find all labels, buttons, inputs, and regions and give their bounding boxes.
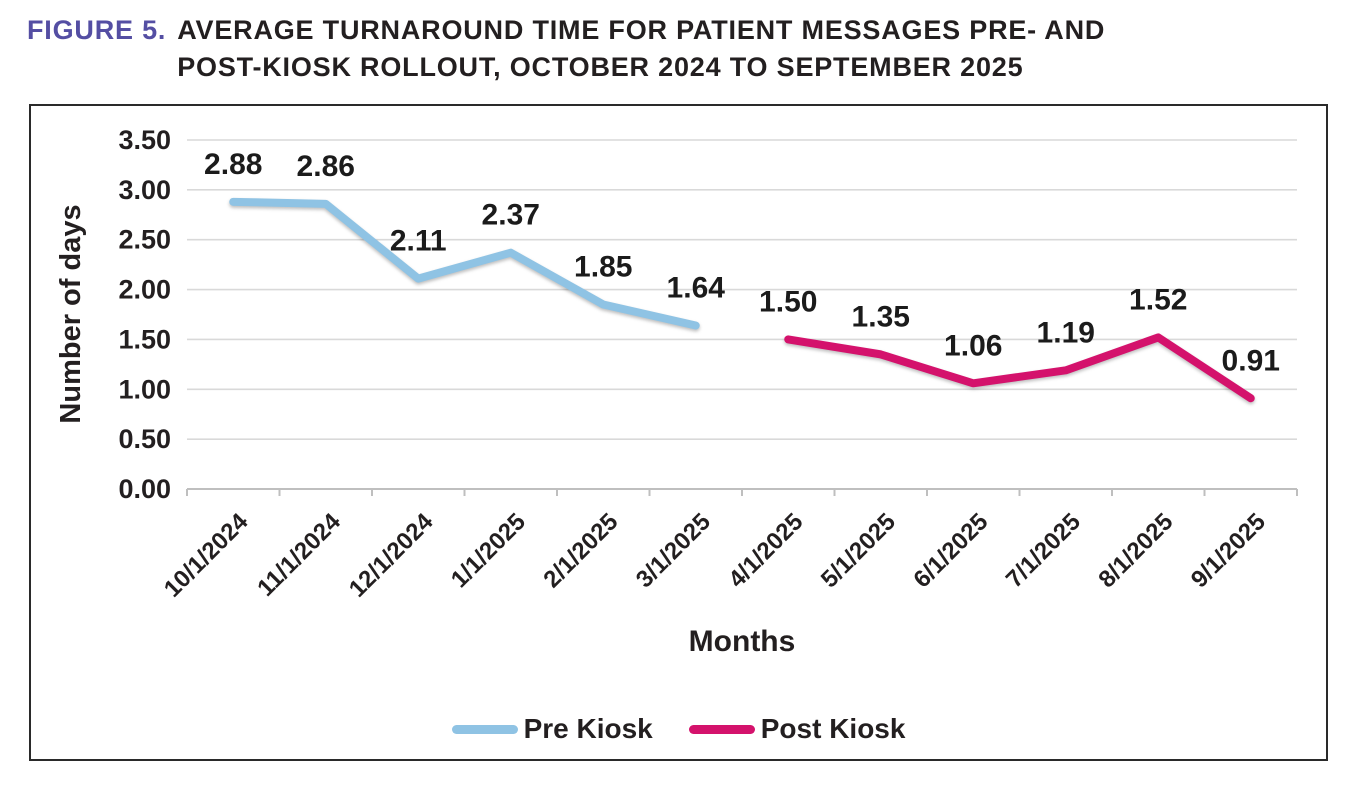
x-tick-label: 4/1/2025 bbox=[723, 508, 808, 593]
figure-title-text: AVERAGE TURNAROUND TIME FOR PATIENT MESS… bbox=[177, 12, 1105, 86]
data-label: 1.52 bbox=[1129, 283, 1187, 316]
data-label: 1.85 bbox=[574, 251, 632, 284]
legend-item-post-kiosk: Post Kiosk bbox=[688, 713, 906, 745]
post-kiosk-line-swatch bbox=[688, 724, 755, 734]
y-tick-label: 0.00 bbox=[118, 474, 171, 504]
data-label: 1.06 bbox=[944, 329, 1002, 362]
data-label: 2.11 bbox=[390, 225, 447, 258]
turnaround-time-chart: 0.00 0.50 1.00 1.50 2.00 2.50 3.00 3.50 10/1/202… bbox=[55, 125, 1298, 658]
x-axis-title: Months bbox=[689, 625, 796, 658]
data-label: 1.19 bbox=[1037, 316, 1095, 349]
y-tick-label: 0.50 bbox=[118, 424, 171, 454]
x-tick-label: 7/1/2025 bbox=[1001, 508, 1086, 593]
pre-kiosk-line-swatch bbox=[451, 724, 518, 734]
data-label: 2.86 bbox=[297, 150, 355, 183]
y-tick-label: 3.50 bbox=[118, 125, 171, 155]
x-tick-label: 2/1/2025 bbox=[538, 508, 623, 593]
data-label: 0.91 bbox=[1222, 344, 1280, 377]
y-tick-label: 2.00 bbox=[118, 275, 171, 305]
x-tick-label: 11/1/2024 bbox=[252, 508, 346, 602]
x-tick-label: 3/1/2025 bbox=[631, 508, 716, 593]
figure-title-line1: AVERAGE TURNAROUND TIME FOR PATIENT MESS… bbox=[177, 15, 1106, 45]
data-label: 1.35 bbox=[852, 300, 910, 333]
y-axis-title: Number of days bbox=[55, 204, 87, 423]
x-tick-label: 5/1/2025 bbox=[816, 508, 901, 593]
x-tick-label: 6/1/2025 bbox=[908, 508, 993, 593]
legend-label-pre-kiosk: Pre Kiosk bbox=[523, 713, 653, 744]
data-label: 1.64 bbox=[667, 271, 726, 304]
figure-number-label: FIGURE 5. bbox=[27, 15, 167, 45]
x-tick-label: 1/1/2025 bbox=[446, 508, 531, 593]
pre-kiosk-line bbox=[229, 197, 700, 330]
chart-container: 0.00 0.50 1.00 1.50 2.00 2.50 3.00 3.50 10/1/202… bbox=[29, 104, 1328, 761]
x-tick-label: 9/1/2025 bbox=[1186, 508, 1271, 593]
y-tick-label: 1.50 bbox=[118, 324, 171, 354]
figure-title-line2: POST-KIOSK ROLLOUT, OCTOBER 2024 TO SEPT… bbox=[177, 52, 1024, 82]
data-label: 1.50 bbox=[759, 285, 817, 318]
data-label: 2.37 bbox=[482, 199, 540, 232]
y-tick-label: 3.00 bbox=[118, 175, 171, 205]
x-tick-label: 8/1/2025 bbox=[1093, 508, 1178, 593]
chart-legend: Pre Kiosk Post Kiosk bbox=[31, 713, 1326, 745]
data-label: 2.88 bbox=[204, 148, 262, 181]
y-tick-label: 2.50 bbox=[118, 225, 171, 255]
legend-item-pre-kiosk: Pre Kiosk bbox=[451, 713, 653, 745]
x-tick-label: 10/1/2024 bbox=[159, 508, 254, 603]
figure-title: FIGURE 5. AVERAGE TURNAROUND TIME FOR PA… bbox=[27, 12, 1105, 86]
post-kiosk-line bbox=[784, 333, 1255, 403]
legend-label-post-kiosk: Post Kiosk bbox=[760, 713, 906, 744]
x-tick-label: 12/1/2024 bbox=[344, 508, 439, 603]
y-tick-label: 1.00 bbox=[118, 374, 171, 404]
